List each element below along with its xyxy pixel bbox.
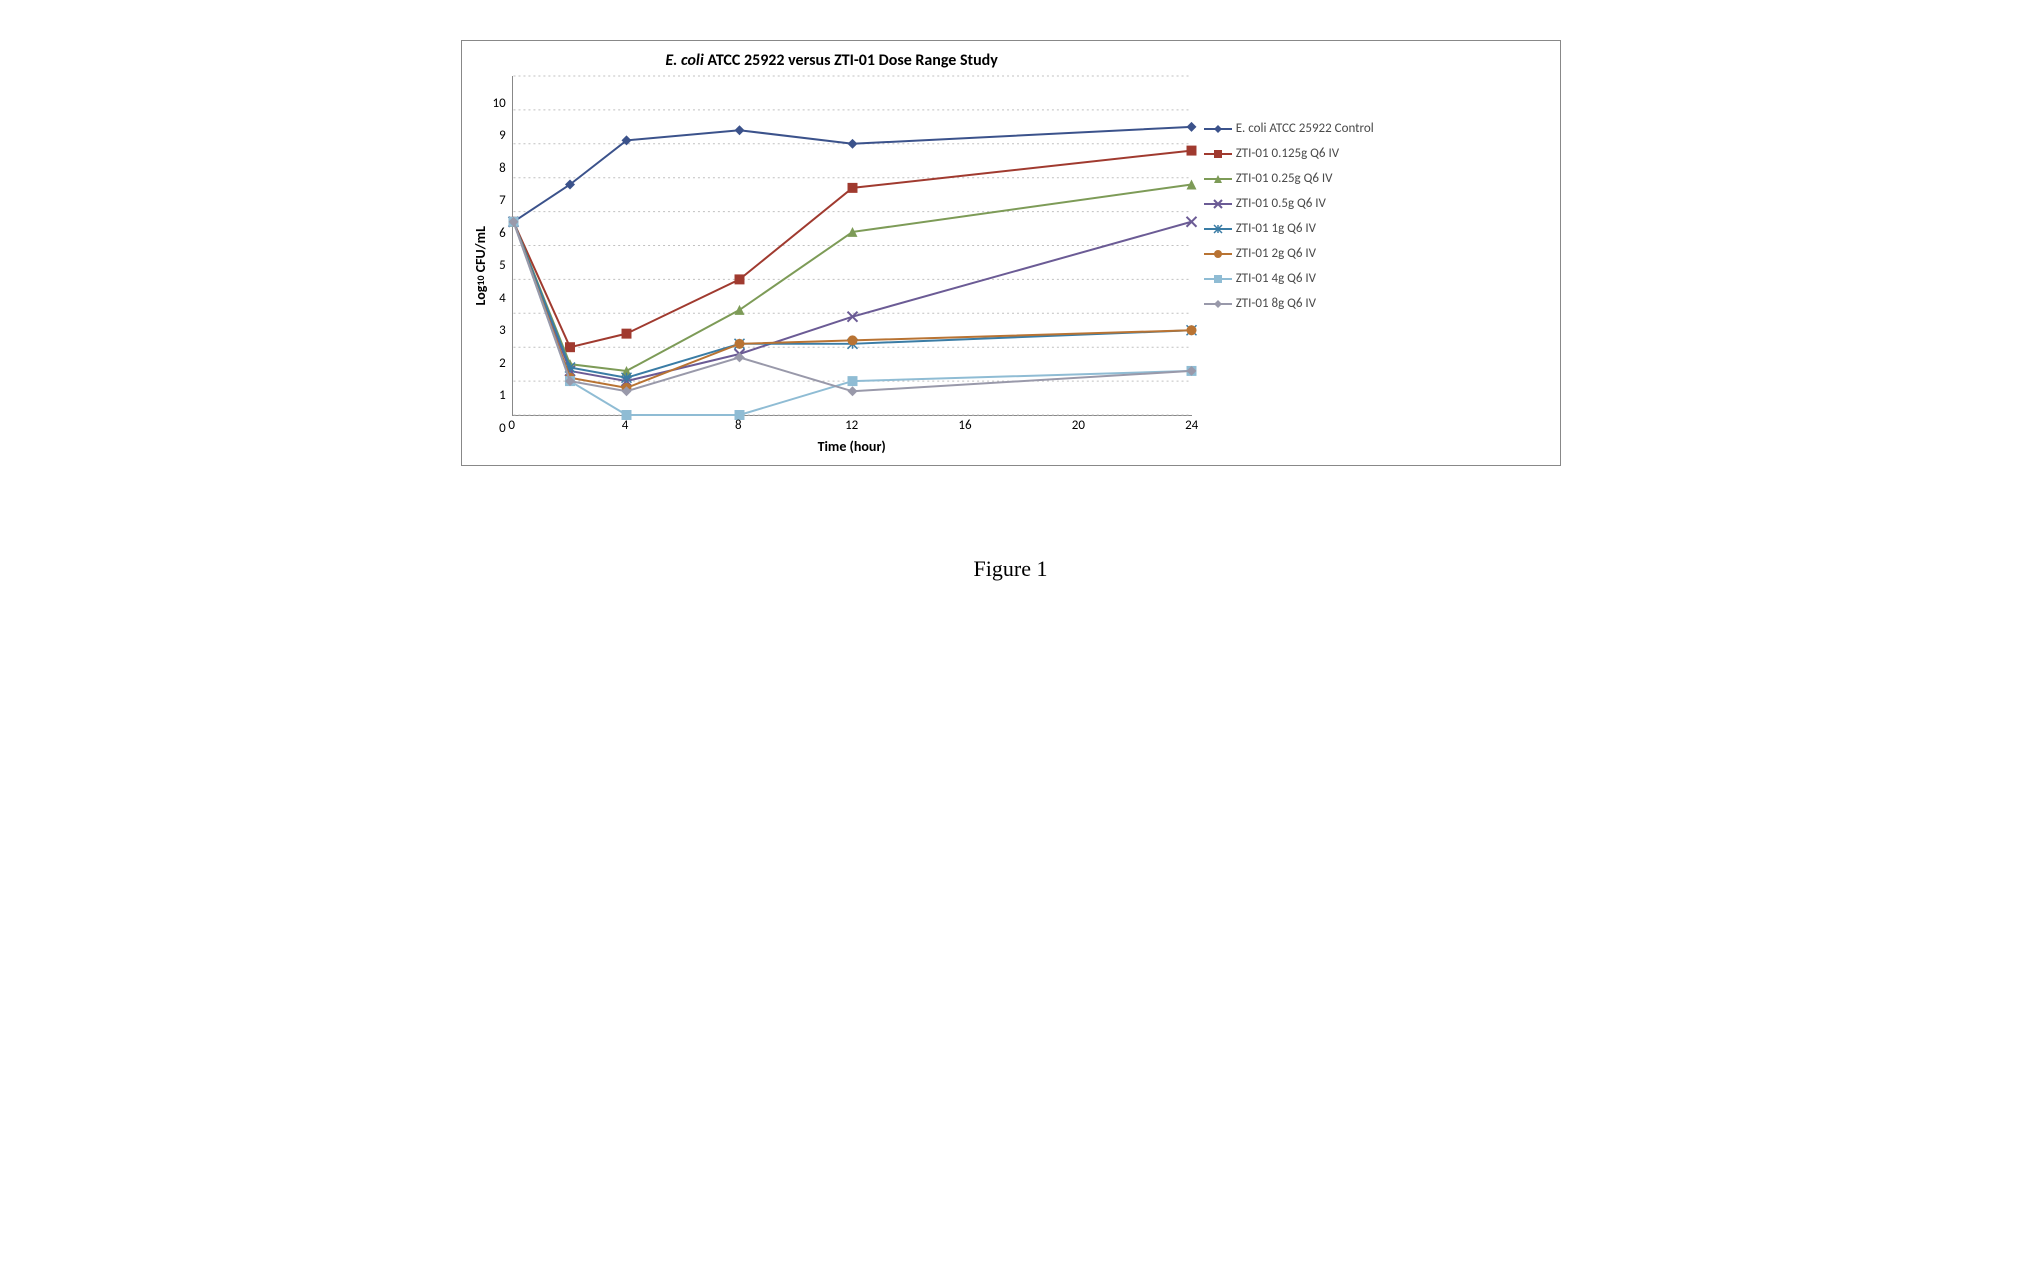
x-tick-label: 16 xyxy=(958,418,971,433)
legend-item: ZTI-01 0.5g Q6 IV xyxy=(1204,196,1374,211)
legend-item: ZTI-01 1g Q6 IV xyxy=(1204,221,1374,236)
legend: E. coli ATCC 25922 Control ZTI-01 0.125g … xyxy=(1204,121,1374,455)
figure-container: E. coli ATCC 25922 versus ZTI-01 Dose Ra… xyxy=(461,40,1561,582)
y-tick-label: 8 xyxy=(499,161,506,176)
x-axis-ticks: 04812162024 xyxy=(512,416,1192,436)
legend-item: ZTI-01 0.25g Q6 IV xyxy=(1204,171,1374,186)
legend-label: E. coli ATCC 25922 Control xyxy=(1236,121,1374,136)
legend-label: ZTI-01 4g Q6 IV xyxy=(1236,271,1316,286)
y-tick-label: 0 xyxy=(499,421,506,436)
chart-border: E. coli ATCC 25922 versus ZTI-01 Dose Ra… xyxy=(461,40,1561,466)
y-tick-label: 2 xyxy=(499,356,506,371)
legend-item: E. coli ATCC 25922 Control xyxy=(1204,121,1374,136)
x-axis-label: Time (hour) xyxy=(512,438,1192,455)
chart-title: E. coli ATCC 25922 versus ZTI-01 Dose Ra… xyxy=(472,51,1192,70)
plot-area xyxy=(512,76,1192,416)
x-tick-label: 0 xyxy=(508,418,515,433)
x-tick-label: 24 xyxy=(1185,418,1198,433)
legend-label: ZTI-01 1g Q6 IV xyxy=(1236,221,1316,236)
legend-label: ZTI-01 0.125g Q6 IV xyxy=(1236,146,1339,161)
y-tick-label: 1 xyxy=(499,388,506,403)
x-tick-label: 12 xyxy=(845,418,858,433)
legend-item: ZTI-01 2g Q6 IV xyxy=(1204,246,1374,261)
legend-item: ZTI-01 8g Q6 IV xyxy=(1204,296,1374,311)
legend-item: ZTI-01 4g Q6 IV xyxy=(1204,271,1374,286)
chart-title-italic: E. coli xyxy=(665,51,703,70)
y-axis-ticks: 109876543210 xyxy=(493,96,512,436)
legend-label: ZTI-01 2g Q6 IV xyxy=(1236,246,1316,261)
plot-wrapper: Log10 CFU/mL 109876543210 04812162024 Ti… xyxy=(472,76,1192,455)
legend-label: ZTI-01 0.25g Q6 IV xyxy=(1236,171,1333,186)
y-tick-label: 3 xyxy=(499,323,506,338)
legend-label: ZTI-01 8g Q6 IV xyxy=(1236,296,1316,311)
x-tick-label: 8 xyxy=(735,418,742,433)
y-tick-label: 10 xyxy=(493,96,506,111)
x-tick-label: 4 xyxy=(622,418,629,433)
legend-item: ZTI-01 0.125g Q6 IV xyxy=(1204,146,1374,161)
chart-main: E. coli ATCC 25922 versus ZTI-01 Dose Ra… xyxy=(472,51,1192,455)
ylabel-prefix: Log xyxy=(472,285,489,305)
chart-title-rest: ATCC 25922 versus ZTI-01 Dose Range Stud… xyxy=(704,51,998,70)
plot-and-xaxis: 04812162024 Time (hour) xyxy=(512,76,1192,455)
ylabel-suffix: CFU/mL xyxy=(472,226,489,275)
y-axis-label: Log10 CFU/mL xyxy=(472,226,489,305)
y-tick-label: 6 xyxy=(499,226,506,241)
x-tick-label: 20 xyxy=(1072,418,1085,433)
figure-caption: Figure 1 xyxy=(461,556,1561,582)
y-tick-label: 4 xyxy=(499,291,506,306)
y-tick-label: 7 xyxy=(499,193,506,208)
legend-label: ZTI-01 0.5g Q6 IV xyxy=(1236,196,1326,211)
y-tick-label: 9 xyxy=(499,128,506,143)
y-tick-label: 5 xyxy=(499,258,506,273)
ylabel-sub: 10 xyxy=(474,275,487,285)
